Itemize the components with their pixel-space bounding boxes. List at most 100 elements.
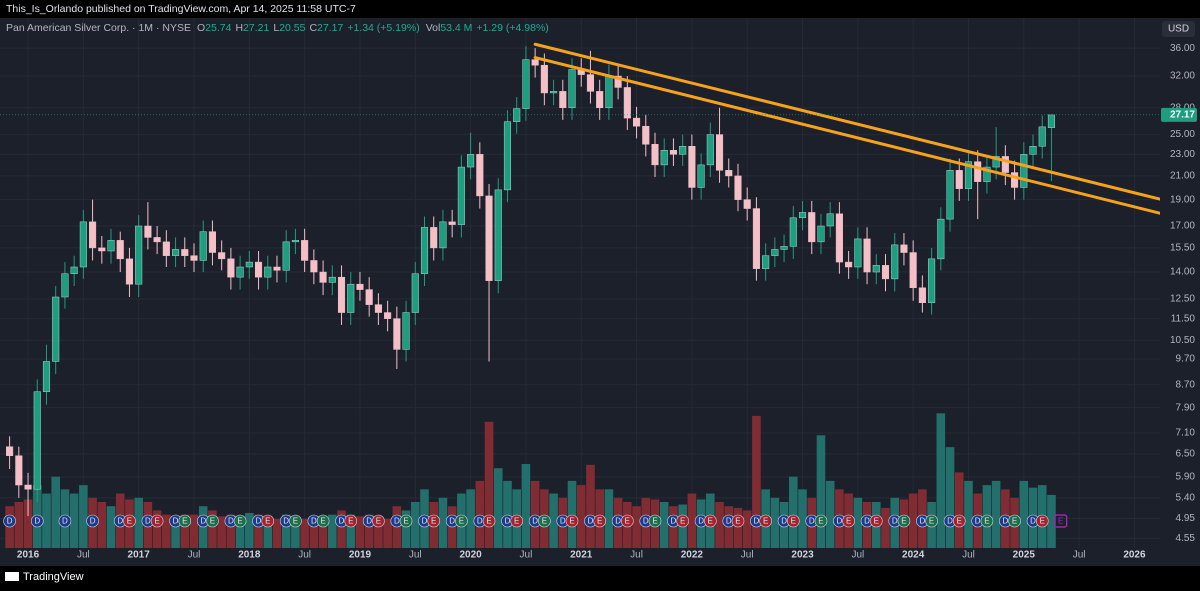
candle-body [679, 145, 687, 155]
earnings-label: E [680, 517, 685, 526]
candle-body [983, 166, 991, 182]
candle-body [24, 484, 32, 490]
candle-body [199, 231, 207, 261]
volume-bar [171, 516, 180, 548]
volume-bar [503, 480, 512, 548]
candle-body [623, 87, 631, 119]
candle-body [909, 252, 917, 289]
earnings-label: E [320, 517, 325, 526]
earnings-marker [759, 514, 772, 528]
dividend-label: D [643, 517, 649, 526]
volume-bar [281, 514, 291, 548]
candle-body [236, 266, 244, 278]
earnings-marker [289, 514, 302, 528]
x-tick-label: 2023 [791, 550, 814, 561]
volume-bar [337, 510, 346, 548]
dividend-label: D [449, 517, 455, 526]
x-tick-label: Jul [630, 550, 643, 561]
volume-bar [954, 472, 964, 548]
earnings-label: E [237, 517, 242, 526]
candle-body [79, 221, 87, 268]
currency-label[interactable]: USD [1168, 24, 1189, 35]
ohlc-letter: O [197, 22, 205, 34]
earnings-label: E [874, 517, 879, 526]
candle-body [881, 265, 890, 280]
earnings-label: E [348, 517, 353, 526]
ohlc-value: 27.17 [317, 22, 343, 34]
earnings-label: E [763, 517, 768, 526]
earnings-marker [1035, 514, 1049, 528]
candle-body [1001, 156, 1009, 173]
earnings-label: E [569, 517, 574, 526]
candle-body [420, 227, 429, 274]
volume-bar [401, 510, 411, 548]
volume-bar [152, 510, 162, 548]
volume-bar [97, 502, 107, 548]
candle-body [365, 289, 373, 305]
y-tick-label: 10.50 [1170, 335, 1195, 346]
volume-bar [263, 516, 273, 548]
earnings-label: E [210, 517, 215, 526]
y-tick-label: 36.00 [1170, 43, 1195, 54]
dividend-label: D [781, 517, 787, 526]
earnings-label: E [625, 517, 630, 526]
volume-bar [964, 480, 973, 548]
volume-bar [374, 518, 383, 548]
candle-body [752, 208, 760, 269]
dividend-label: D [698, 517, 704, 526]
earnings-label: E [901, 517, 906, 526]
dividend-label: D [90, 517, 96, 526]
earnings-marker [869, 514, 883, 528]
dividend-label: D [62, 517, 68, 526]
candle-body [162, 241, 170, 256]
candle-body [808, 212, 816, 243]
dividend-label: D [892, 517, 898, 526]
candle-body [826, 213, 834, 227]
candle-body [347, 283, 355, 313]
earnings-label: E [597, 517, 602, 526]
volume-bar [23, 499, 33, 548]
y-tick-label: 21.00 [1170, 171, 1195, 182]
volume-bar [881, 507, 890, 548]
dividend-label: D [7, 517, 13, 526]
candle-body [974, 161, 982, 182]
dividend-label: D [117, 517, 123, 526]
dividend-label: D [615, 517, 621, 526]
y-tick-label: 8.70 [1176, 379, 1196, 390]
candle-body [835, 213, 843, 263]
y-tick-label: 5.40 [1176, 492, 1196, 503]
volume-bar [180, 514, 190, 548]
earnings-marker [925, 514, 938, 528]
y-tick-label: 32.00 [1170, 71, 1195, 82]
volume-bar [770, 497, 780, 548]
candle-body [264, 266, 272, 278]
candle-body [798, 212, 807, 219]
ohlc-letter: C [309, 22, 317, 34]
volume-bar [318, 518, 328, 548]
candle-body [457, 166, 465, 225]
earnings-marker [538, 514, 551, 528]
x-tick-label: 2019 [349, 550, 372, 561]
currency-button[interactable] [1162, 21, 1195, 37]
volume-bar [1047, 494, 1056, 548]
candle-body [568, 69, 576, 108]
earnings-label: E [182, 517, 187, 526]
earnings-label: E [652, 517, 657, 526]
earnings-marker [1008, 514, 1021, 528]
candle-body [697, 164, 705, 188]
upcoming-earnings-label: E [1058, 517, 1063, 526]
y-tick-label: 6.50 [1176, 449, 1196, 460]
dividend-label: D [837, 517, 843, 526]
candle-body [964, 161, 973, 189]
x-tick-label: Jul [520, 550, 533, 561]
candle-body [715, 134, 724, 171]
earnings-marker [731, 514, 745, 528]
earnings-marker [178, 514, 192, 528]
volume-bar [484, 421, 494, 548]
volume-bar [733, 507, 743, 548]
candle-body [891, 244, 899, 280]
ohlc-value: 25.74 [205, 22, 231, 34]
x-tick-label: Jul [962, 550, 975, 561]
x-tick-label: 2026 [1123, 550, 1146, 561]
volume-bar [42, 493, 51, 548]
